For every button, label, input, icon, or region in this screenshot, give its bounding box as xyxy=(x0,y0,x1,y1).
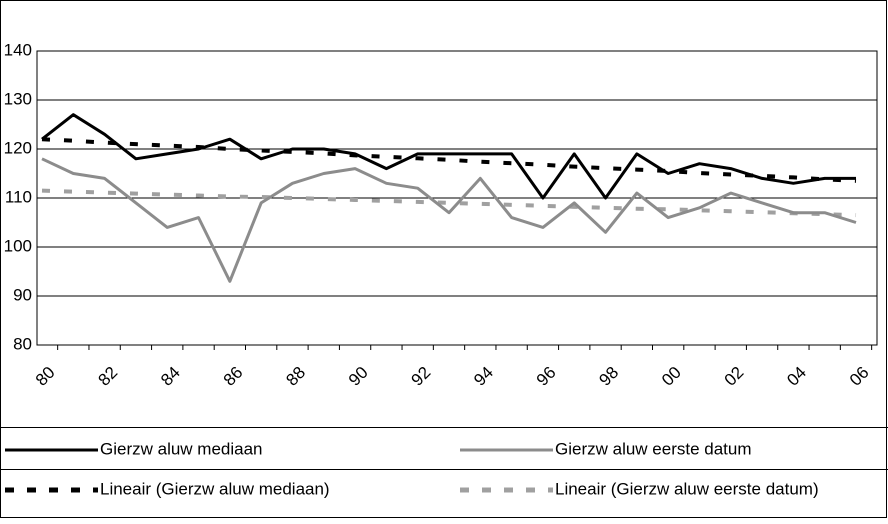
plot-area xyxy=(36,50,878,346)
y-tick-label: 110 xyxy=(5,187,32,206)
legend-label: Gierzw aluw eerste datum xyxy=(555,439,752,458)
y-tick-label: 80 xyxy=(13,334,32,353)
y-tick-label: 140 xyxy=(4,40,32,59)
series-line xyxy=(41,113,856,200)
y-tick-label: 120 xyxy=(4,138,32,157)
y-tick-label: 100 xyxy=(4,236,32,255)
legend-label: Lineair (Gierzw aluw mediaan) xyxy=(100,479,330,498)
series-line xyxy=(41,157,857,283)
y-tick-label: 130 xyxy=(4,89,32,108)
legend-label: Lineair (Gierzw aluw eerste datum) xyxy=(555,479,819,498)
series-line xyxy=(41,137,857,183)
y-tick-label: 90 xyxy=(13,285,32,304)
series-line xyxy=(41,188,857,218)
legend-label: Gierzw aluw mediaan xyxy=(100,439,263,458)
